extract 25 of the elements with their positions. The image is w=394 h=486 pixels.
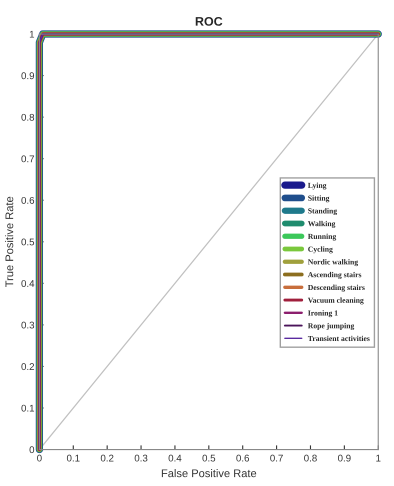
y-tick-label: 0.7 (21, 155, 34, 162)
x-tick-label: 0.6 (236, 454, 250, 462)
x-tick-label: 0.1 (66, 454, 80, 462)
y-tick-label: 0.5 (21, 238, 34, 246)
y-tick-label: 0.6 (21, 196, 34, 204)
x-tick-label: 0 (37, 454, 42, 462)
y-tick-label: 0.2 (21, 363, 34, 370)
y-tick-label: 0 (30, 446, 34, 454)
y-axis-title: True Positive Rate (5, 196, 14, 288)
x-tick-label: 0.7 (270, 454, 283, 462)
y-tick-label: 0.9 (21, 72, 34, 80)
x-tick-label: 0.9 (338, 454, 351, 462)
x-tick-label: 0.2 (100, 454, 114, 462)
y-tick-label: 0.3 (21, 322, 34, 329)
x-tick-label: 0.4 (168, 454, 182, 462)
x-tick-label: 0.8 (304, 454, 317, 462)
y-tick-label: 0.1 (21, 404, 34, 412)
chart-title: ROC (196, 16, 222, 26)
x-axis-title: False Positive Rate (162, 469, 256, 478)
y-tick-label: 0.4 (21, 280, 34, 287)
x-tick-label: 0.3 (134, 454, 148, 462)
y-tick-label: 0.8 (21, 114, 34, 121)
x-tick-label: 1 (376, 454, 380, 462)
x-tick-label: 0.5 (202, 454, 216, 462)
y-tick-label: 1 (30, 30, 34, 38)
